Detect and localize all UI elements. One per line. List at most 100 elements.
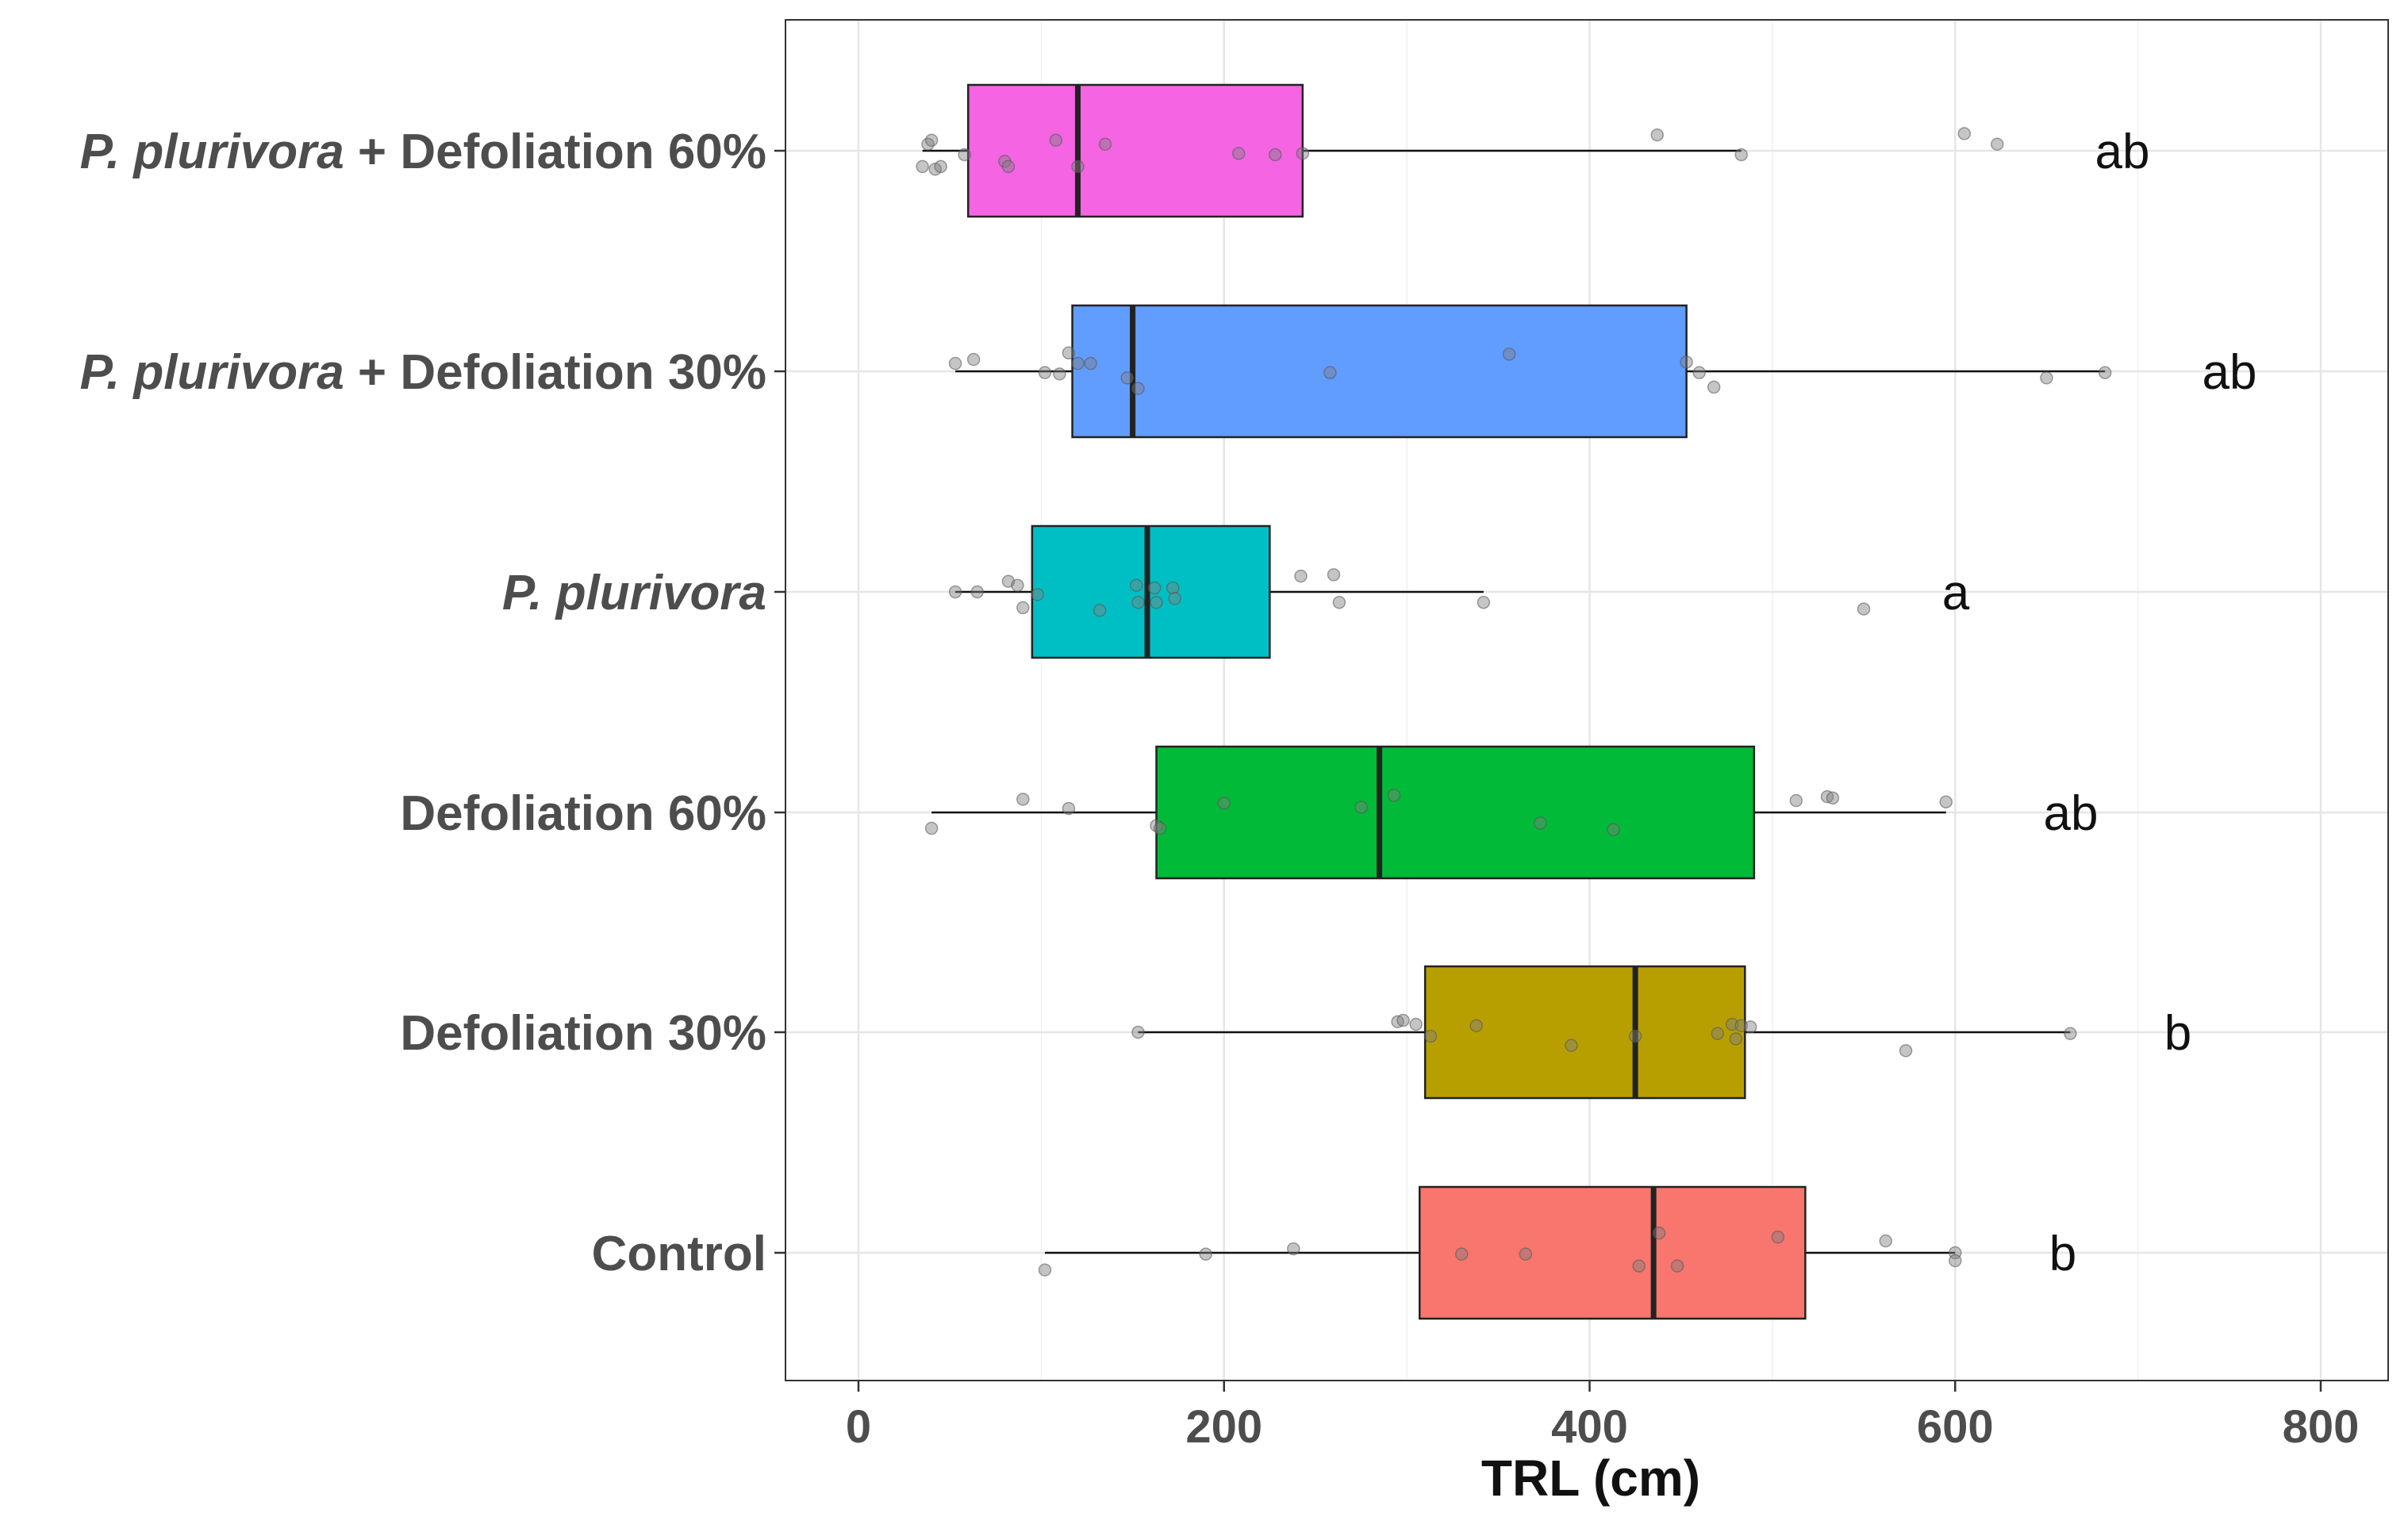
data-point xyxy=(1296,147,1310,160)
plot-panel xyxy=(785,20,2388,1381)
data-point xyxy=(1692,366,1706,379)
data-point xyxy=(1423,1029,1438,1043)
data-point xyxy=(1147,581,1162,595)
x-tick-label: 0 xyxy=(846,1401,871,1453)
category-label-part: P. plurivora xyxy=(80,125,344,179)
data-point xyxy=(1199,1247,1212,1261)
data-point xyxy=(1939,795,1953,808)
boxes xyxy=(922,83,2106,1320)
data-point xyxy=(1166,581,1180,595)
x-tick-label: 600 xyxy=(1917,1401,1994,1453)
data-point xyxy=(1734,148,1748,162)
category-label: Control xyxy=(592,1227,766,1281)
data-point xyxy=(1016,601,1030,615)
data-point xyxy=(924,821,939,835)
data-point xyxy=(1150,596,1163,609)
data-points xyxy=(916,127,2112,1277)
category-label-part: Defoliation 60% xyxy=(400,786,766,841)
data-point xyxy=(970,585,984,599)
data-point xyxy=(1607,823,1620,836)
significance-label: a xyxy=(1942,566,1970,620)
category-labels: P. plurivora + Defoliation 60%P. plurivo… xyxy=(80,125,766,1281)
significance-label: ab xyxy=(2044,786,2099,841)
data-point xyxy=(1294,569,1308,583)
data-point xyxy=(1016,793,1030,806)
data-point xyxy=(1093,603,1107,617)
data-point xyxy=(916,159,929,174)
data-point xyxy=(1038,1263,1052,1277)
data-point xyxy=(1231,147,1246,160)
box xyxy=(1423,965,1746,1100)
category-label: P. plurivora + Defoliation 30% xyxy=(80,345,766,400)
data-point xyxy=(1632,1259,1646,1273)
x-tick-label: 800 xyxy=(2283,1401,2360,1453)
x-axis: 0 200 400 600 800 xyxy=(846,1381,2360,1453)
data-point xyxy=(1409,1017,1423,1031)
category-label-part: + Defoliation 60% xyxy=(344,125,766,179)
data-point xyxy=(1949,1254,1962,1268)
category-label-part: P. plurivora xyxy=(502,566,766,620)
data-point xyxy=(1670,1259,1684,1273)
category-label: P. plurivora xyxy=(502,566,766,620)
data-point xyxy=(1628,1029,1642,1043)
data-point xyxy=(1332,596,1346,609)
data-point xyxy=(1534,816,1547,830)
data-point xyxy=(1743,1020,1757,1034)
data-point xyxy=(1217,797,1231,810)
box xyxy=(1071,304,1688,439)
data-point xyxy=(948,585,962,599)
data-point xyxy=(958,148,971,162)
category-label-part: + Defoliation 30% xyxy=(344,345,766,400)
data-point xyxy=(1707,380,1721,394)
data-point xyxy=(2098,366,2112,379)
plot-border xyxy=(785,19,2389,1381)
data-point xyxy=(1826,791,1840,805)
data-point xyxy=(1990,137,2004,151)
data-point xyxy=(1857,602,1871,616)
category-label: Defoliation 60% xyxy=(400,786,766,841)
data-point xyxy=(1454,1247,1469,1261)
data-point xyxy=(1011,578,1024,592)
data-point xyxy=(1071,159,1085,174)
y-axis xyxy=(774,149,785,1254)
x-tick-label: 200 xyxy=(1185,1401,1262,1453)
data-point xyxy=(1957,127,1972,140)
data-point xyxy=(1565,1039,1578,1052)
x-axis-title: TRL (cm) xyxy=(1481,1450,1700,1507)
data-point xyxy=(1084,356,1097,371)
data-point xyxy=(1354,801,1368,814)
box xyxy=(966,83,1304,218)
data-point xyxy=(1327,568,1341,582)
data-point xyxy=(1387,789,1401,802)
data-point xyxy=(1129,578,1143,592)
data-point xyxy=(2040,371,2053,385)
data-point xyxy=(948,356,962,371)
data-point xyxy=(1652,1226,1666,1240)
data-point xyxy=(1477,596,1491,609)
data-point xyxy=(1120,371,1134,385)
data-point xyxy=(1071,356,1085,371)
data-point xyxy=(1131,596,1145,609)
data-point xyxy=(1323,366,1337,379)
data-point xyxy=(1771,1230,1785,1244)
data-point xyxy=(1168,592,1181,605)
category-label-part: Defoliation 30% xyxy=(400,1006,766,1061)
category-label: Defoliation 30% xyxy=(400,1006,766,1061)
data-point xyxy=(1269,148,1282,162)
data-point xyxy=(934,159,947,174)
category-label-part: Control xyxy=(592,1227,766,1281)
data-point xyxy=(1062,801,1076,816)
data-point xyxy=(1131,1025,1145,1039)
data-point xyxy=(1031,588,1045,601)
data-point xyxy=(1062,346,1076,360)
data-point xyxy=(924,133,939,147)
data-point xyxy=(1729,1032,1743,1046)
data-point xyxy=(1650,128,1664,142)
data-point xyxy=(1879,1234,1892,1248)
data-point xyxy=(1680,355,1693,369)
data-point xyxy=(1053,367,1066,381)
data-point xyxy=(1038,366,1052,379)
significance-label: b xyxy=(2164,1006,2191,1061)
data-point xyxy=(1519,1247,1533,1261)
